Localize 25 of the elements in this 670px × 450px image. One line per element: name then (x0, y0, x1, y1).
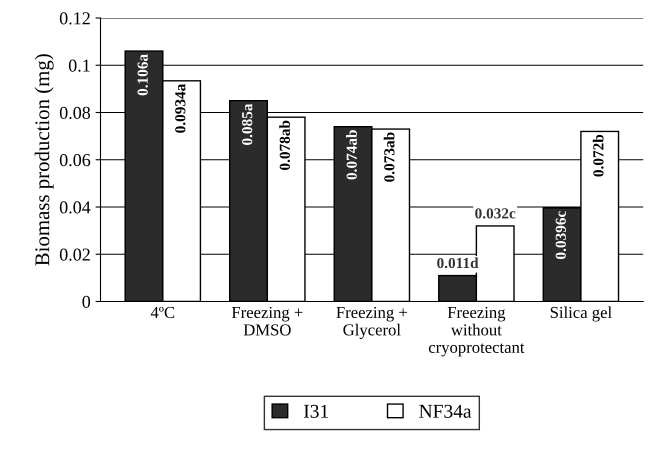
data-label: 0.073ab (384, 132, 395, 182)
y-axis-title: Biomass production (mg) (34, 54, 54, 266)
data-label: 0.032c (475, 208, 516, 219)
data-label: 0.085a (242, 104, 252, 145)
y-tick-label: 0.12 (60, 12, 90, 25)
y-tick-label: 0.02 (60, 248, 90, 261)
data-label: 0.0934a (175, 84, 186, 133)
y-tick-label: 0 (82, 296, 90, 308)
data-label: 0.0396c (556, 211, 566, 259)
legend-label: NF34a (419, 404, 472, 418)
x-tick-label: Freezing + Glycerol (336, 306, 407, 339)
x-tick-label: Silica gel (550, 306, 612, 322)
data-label: 0.074ab (346, 130, 357, 180)
y-tick-label: 0.06 (60, 154, 90, 166)
x-tick-label: Freezing + DMSO (232, 306, 302, 336)
legend-label: I31 (304, 404, 328, 418)
data-label: 0.072b (592, 134, 604, 177)
x-tick-label: Freezing without cryoprotectant (428, 306, 524, 356)
y-tick-label: 0.08 (60, 106, 90, 120)
data-label: 0.106a (137, 54, 148, 96)
data-label: 0.011d (437, 257, 478, 268)
y-tick-label: 0.04 (60, 201, 90, 214)
x-tick-label: 4ºC (150, 306, 174, 318)
data-label: 0.078ab (279, 120, 290, 170)
y-tick-label: 0.1 (68, 60, 90, 72)
